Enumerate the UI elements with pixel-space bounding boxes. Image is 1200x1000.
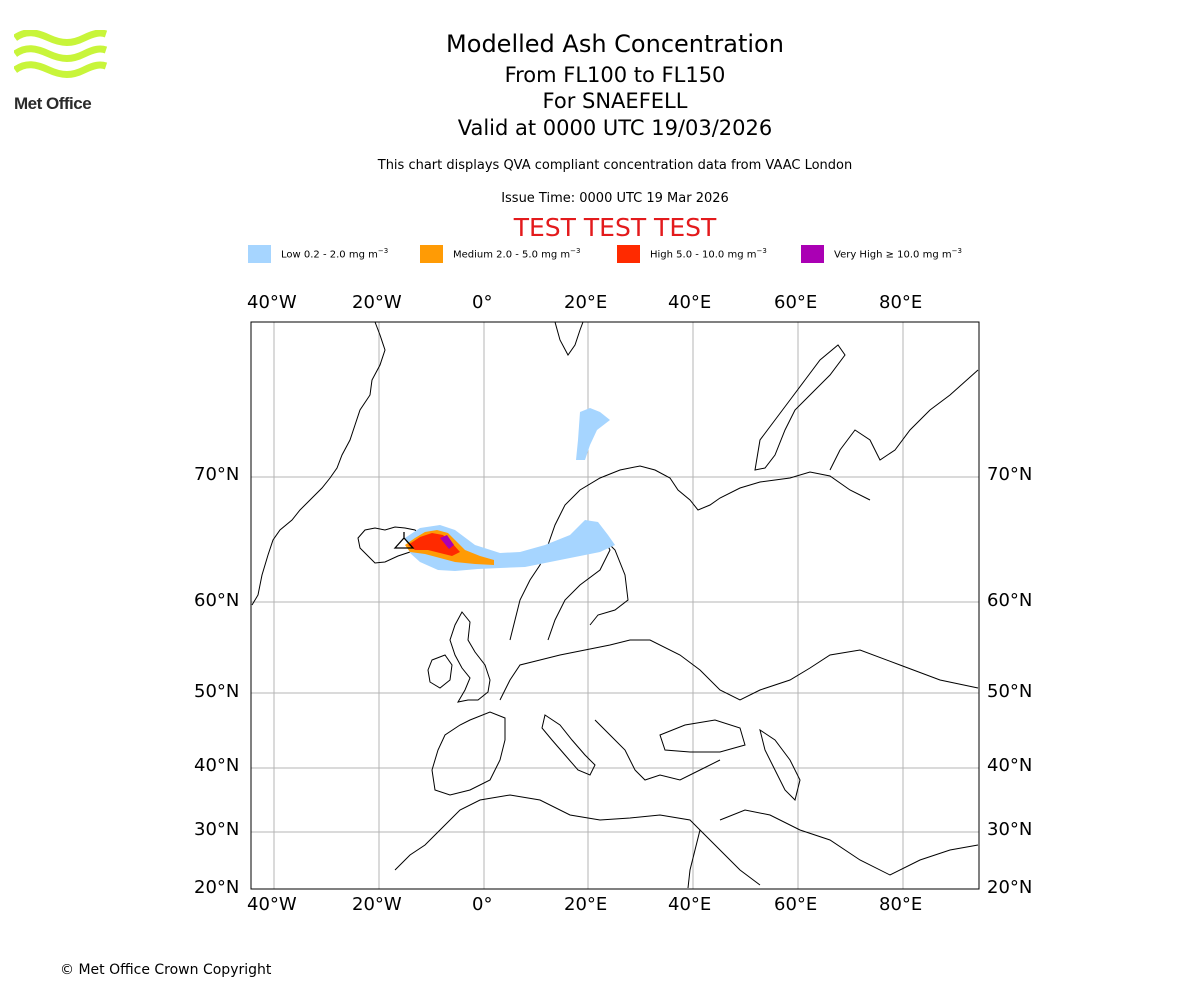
ireland-coast xyxy=(427,654,453,689)
balkans-coast xyxy=(594,719,721,781)
lat-tick-left: 60°N xyxy=(194,590,240,611)
lon-tick-bottom: 20°E xyxy=(564,894,608,915)
lon-tick-bottom: 20°W xyxy=(352,894,402,915)
legend-swatch-medium xyxy=(420,245,443,263)
lon-tick-bottom: 40°W xyxy=(247,894,297,915)
valid-time: Valid at 0000 UTC 19/03/2026 xyxy=(457,116,773,140)
met-office-wave-icon xyxy=(12,29,108,78)
ash-area-low-north xyxy=(576,408,610,460)
lat-tick-right: 30°N xyxy=(987,819,1033,840)
legend-label-high: High 5.0 - 10.0 mg m xyxy=(650,249,757,261)
chart-title: Modelled Ash Concentration xyxy=(446,30,784,58)
greenland-coast xyxy=(251,321,386,606)
europe-coast xyxy=(499,639,979,701)
issue-time: Issue Time: 0000 UTC 19 Mar 2026 xyxy=(501,191,729,206)
north-africa-coast xyxy=(394,794,701,889)
black-sea-coast xyxy=(659,719,746,753)
lat-tick-left: 40°N xyxy=(194,755,240,776)
volcano-marker-icon xyxy=(393,532,415,549)
chart-description: This chart displays QVA compliant concen… xyxy=(377,158,853,173)
lon-tick-top: 20°W xyxy=(352,292,402,313)
svalbard-coast xyxy=(554,321,584,356)
lon-tick-top: 60°E xyxy=(774,292,818,313)
legend-swatch-high xyxy=(617,245,640,263)
legend-item-very-high: Very High ≥ 10.0 mg m−3 xyxy=(801,244,962,264)
ash-area-very-high xyxy=(440,535,454,549)
lon-tick-top: 40°W xyxy=(247,292,297,313)
lat-tick-left: 50°N xyxy=(194,681,240,702)
lon-tick-bottom: 60°E xyxy=(774,894,818,915)
legend-item-low: Low 0.2 - 2.0 mg m−3 xyxy=(248,244,388,264)
british-isles-coast xyxy=(449,611,491,703)
lon-tick-bottom: 40°E xyxy=(668,894,712,915)
lat-tick-right: 60°N xyxy=(987,590,1033,611)
legend-swatch-low xyxy=(248,245,271,263)
ash-cloud xyxy=(405,408,615,571)
met-office-logo: Met Office xyxy=(12,29,109,113)
legend-label-medium: Medium 2.0 - 5.0 mg m xyxy=(453,249,571,261)
lat-tick-left: 20°N xyxy=(194,877,240,898)
test-banner: TEST TEST TEST xyxy=(513,213,717,242)
lon-tick-top: 0° xyxy=(472,292,493,313)
lat-tick-right: 70°N xyxy=(987,464,1033,485)
volcano-name: For SNAEFELL xyxy=(542,89,688,113)
map-frame xyxy=(250,321,980,890)
copyright-notice: © Met Office Crown Copyright xyxy=(60,962,272,978)
lon-tick-top: 80°E xyxy=(879,292,923,313)
lat-tick-right: 50°N xyxy=(987,681,1033,702)
italy-coast xyxy=(541,714,596,776)
lat-tick-left: 70°N xyxy=(194,464,240,485)
iberia-coast xyxy=(431,711,506,796)
legend-label-very-high: Very High ≥ 10.0 mg m xyxy=(834,249,952,261)
lon-tick-bottom: 0° xyxy=(472,894,493,915)
legend-label-low: Low 0.2 - 2.0 mg m xyxy=(281,249,378,261)
legend-swatch-very-high xyxy=(801,245,824,263)
arabia-coast xyxy=(699,809,979,886)
lat-tick-right: 20°N xyxy=(987,877,1033,898)
map-gridlines xyxy=(251,322,979,890)
lon-tick-bottom: 80°E xyxy=(879,894,923,915)
caspian-coast xyxy=(759,728,801,801)
lat-tick-left: 30°N xyxy=(194,819,240,840)
novaya-zemlya-coast xyxy=(754,344,846,471)
lon-tick-top: 40°E xyxy=(668,292,712,313)
legend-item-high: High 5.0 - 10.0 mg m−3 xyxy=(617,244,767,264)
flight-level-range: From FL100 to FL150 xyxy=(504,63,726,87)
lon-tick-top: 20°E xyxy=(564,292,608,313)
legend-item-medium: Medium 2.0 - 5.0 mg m−3 xyxy=(420,244,580,264)
logo-text: Met Office xyxy=(14,94,92,113)
russia-arctic-coast xyxy=(829,369,979,471)
coastlines xyxy=(251,321,979,889)
lat-tick-right: 40°N xyxy=(987,755,1033,776)
